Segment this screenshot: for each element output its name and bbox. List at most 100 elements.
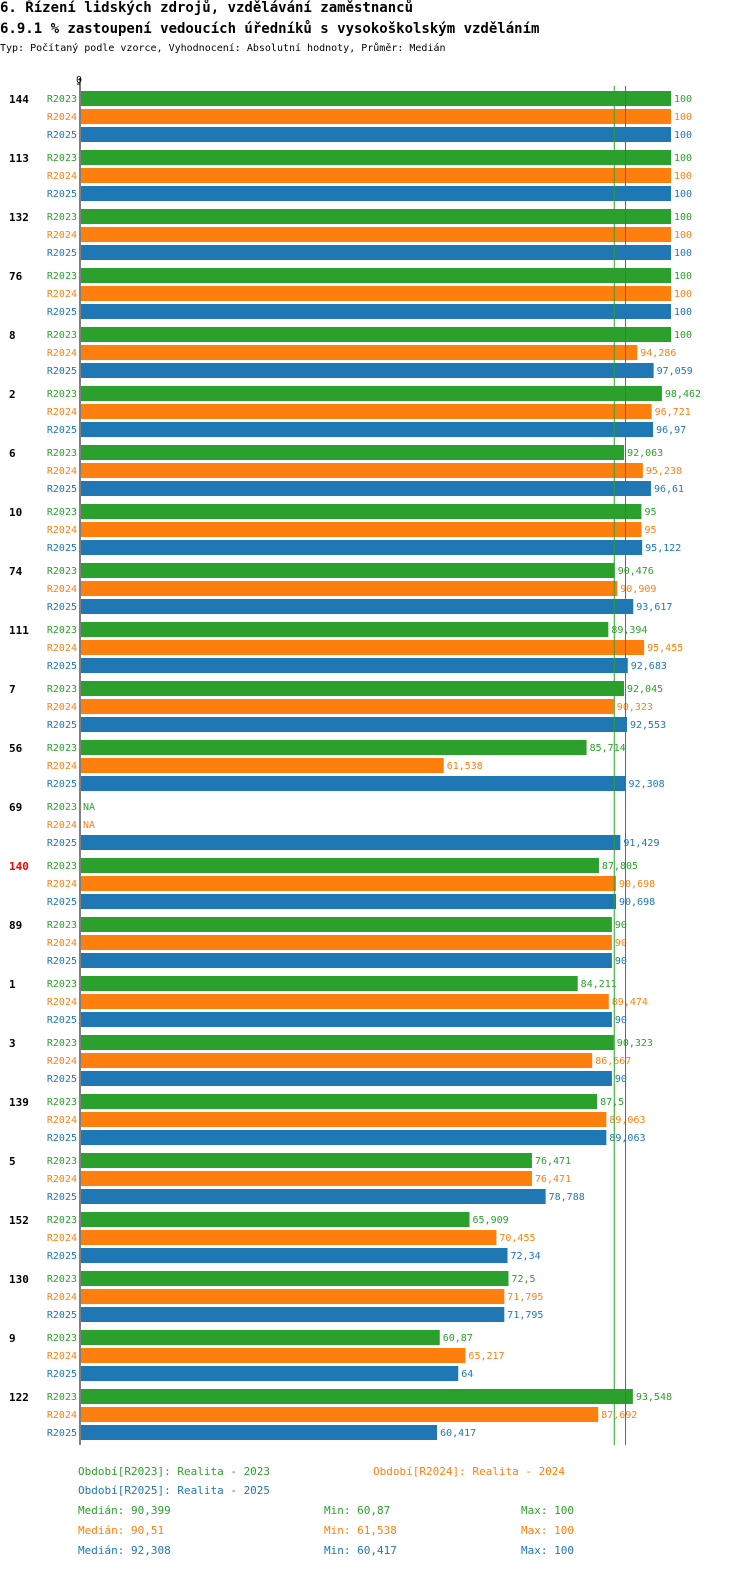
series-label-r2024: R2024: [47, 1056, 77, 1067]
series-label-r2023: R2023: [47, 920, 77, 931]
data-label: NA: [83, 802, 95, 813]
data-label: 71,795: [507, 1310, 543, 1321]
category-label: 56: [9, 742, 23, 755]
series-label-r2025: R2025: [47, 956, 77, 967]
series-label-r2023: R2023: [47, 1156, 77, 1167]
data-label: 76,471: [535, 1156, 571, 1167]
series-label-r2025: R2025: [47, 1192, 77, 1203]
series-label-r2024: R2024: [47, 879, 77, 890]
bar-r2024: [81, 699, 614, 714]
bar-r2024: [81, 1230, 497, 1245]
series-label-r2023: R2023: [47, 1215, 77, 1226]
series-label-r2024: R2024: [47, 171, 77, 182]
series-label-r2023: R2023: [47, 684, 77, 695]
series-label-r2023: R2023: [47, 94, 77, 105]
bar-r2024: [81, 168, 671, 183]
data-label: 100: [674, 171, 692, 182]
category-label: 7: [9, 683, 16, 696]
category-label: 139: [9, 1096, 29, 1109]
data-label: 86,667: [595, 1056, 631, 1067]
series-label-r2024: R2024: [47, 1410, 77, 1421]
data-label: 90: [615, 920, 627, 931]
data-label: 84,211: [581, 979, 617, 990]
series-label-r2023: R2023: [47, 1392, 77, 1403]
data-label: 89,474: [612, 997, 648, 1008]
series-label-r2025: R2025: [47, 307, 77, 318]
legend-min-r2025: Min: 60,417: [324, 1544, 397, 1557]
bar-r2025: [81, 1189, 546, 1204]
data-label: 71,795: [507, 1292, 543, 1303]
bar-r2024: [81, 994, 609, 1009]
data-label: 90,476: [618, 566, 654, 577]
bar-r2023: [81, 150, 671, 165]
bar-r2024: [81, 1289, 505, 1304]
data-label: 72,34: [511, 1251, 541, 1262]
data-label: 65,217: [468, 1351, 504, 1362]
bar-r2024: [81, 1053, 593, 1068]
legend-median-r2025: Medián: 92,308: [78, 1544, 171, 1557]
data-label: 89,063: [609, 1133, 645, 1144]
data-label: 91,429: [623, 838, 659, 849]
data-label: 100: [674, 189, 692, 200]
bar-r2024: [81, 1171, 532, 1186]
bar-r2025: [81, 776, 626, 791]
bar-r2025: [81, 127, 671, 142]
data-label: 96,61: [654, 484, 684, 495]
bar-r2023: [81, 1271, 509, 1286]
bar-r2025: [81, 540, 643, 555]
bar-r2023: [81, 976, 578, 991]
data-label: 90,698: [619, 897, 655, 908]
category-label: 132: [9, 211, 29, 224]
bar-r2025: [81, 835, 621, 850]
bar-r2023: [81, 563, 615, 578]
series-label-r2024: R2024: [47, 584, 77, 595]
bar-r2024: [81, 1407, 599, 1422]
data-label: 90: [615, 1074, 627, 1085]
legend-max-r2025: Max: 100: [521, 1544, 574, 1557]
bar-r2025: [81, 1012, 612, 1027]
legend-period-r2025: Období[R2025]: Realita - 2025: [78, 1484, 271, 1497]
category-label: 144: [9, 93, 29, 106]
data-label: NA: [83, 820, 95, 831]
series-label-r2025: R2025: [47, 484, 77, 495]
data-label: 92,308: [629, 779, 665, 790]
category-label: 10: [9, 506, 22, 519]
data-label: 95,455: [647, 643, 683, 654]
data-label: 100: [674, 112, 692, 123]
bar-r2025: [81, 894, 617, 909]
bar-r2024: [81, 109, 671, 124]
series-label-r2025: R2025: [47, 1133, 77, 1144]
data-label: 93,617: [636, 602, 672, 613]
data-label: 90,698: [619, 879, 655, 890]
category-label: 111: [9, 624, 29, 637]
data-label: 90,323: [617, 702, 653, 713]
series-label-r2024: R2024: [47, 1115, 77, 1126]
series-label-r2024: R2024: [47, 348, 77, 359]
series-label-r2024: R2024: [47, 1174, 77, 1185]
data-label: 92,683: [631, 661, 667, 672]
data-label: 100: [674, 130, 692, 141]
data-label: 87,692: [601, 1410, 637, 1421]
bar-chart: 0 144 R2023 100 R2024 100 R2025 100 113 R2023 100 R…: [9, 75, 701, 1445]
data-label: 93,548: [636, 1392, 672, 1403]
data-label: 95,238: [646, 466, 682, 477]
data-label: 100: [674, 271, 692, 282]
bar-r2024: [81, 286, 671, 301]
category-label: 122: [9, 1391, 29, 1404]
bar-r2024: [81, 345, 638, 360]
category-label: 152: [9, 1214, 29, 1227]
bar-r2023: [81, 1212, 470, 1227]
category-label: 8: [9, 329, 16, 342]
series-label-r2025: R2025: [47, 1428, 77, 1439]
series-label-r2023: R2023: [47, 507, 77, 518]
bar-r2025: [81, 658, 628, 673]
category-label: 113: [9, 152, 29, 165]
series-label-r2024: R2024: [47, 820, 77, 831]
category-label: 89: [9, 919, 22, 932]
bar-r2025: [81, 1071, 612, 1086]
data-label: 87,5: [600, 1097, 624, 1108]
series-label-r2025: R2025: [47, 1369, 77, 1380]
series-label-r2023: R2023: [47, 389, 77, 400]
category-label: 2: [9, 388, 16, 401]
bar-r2023: [81, 327, 671, 342]
